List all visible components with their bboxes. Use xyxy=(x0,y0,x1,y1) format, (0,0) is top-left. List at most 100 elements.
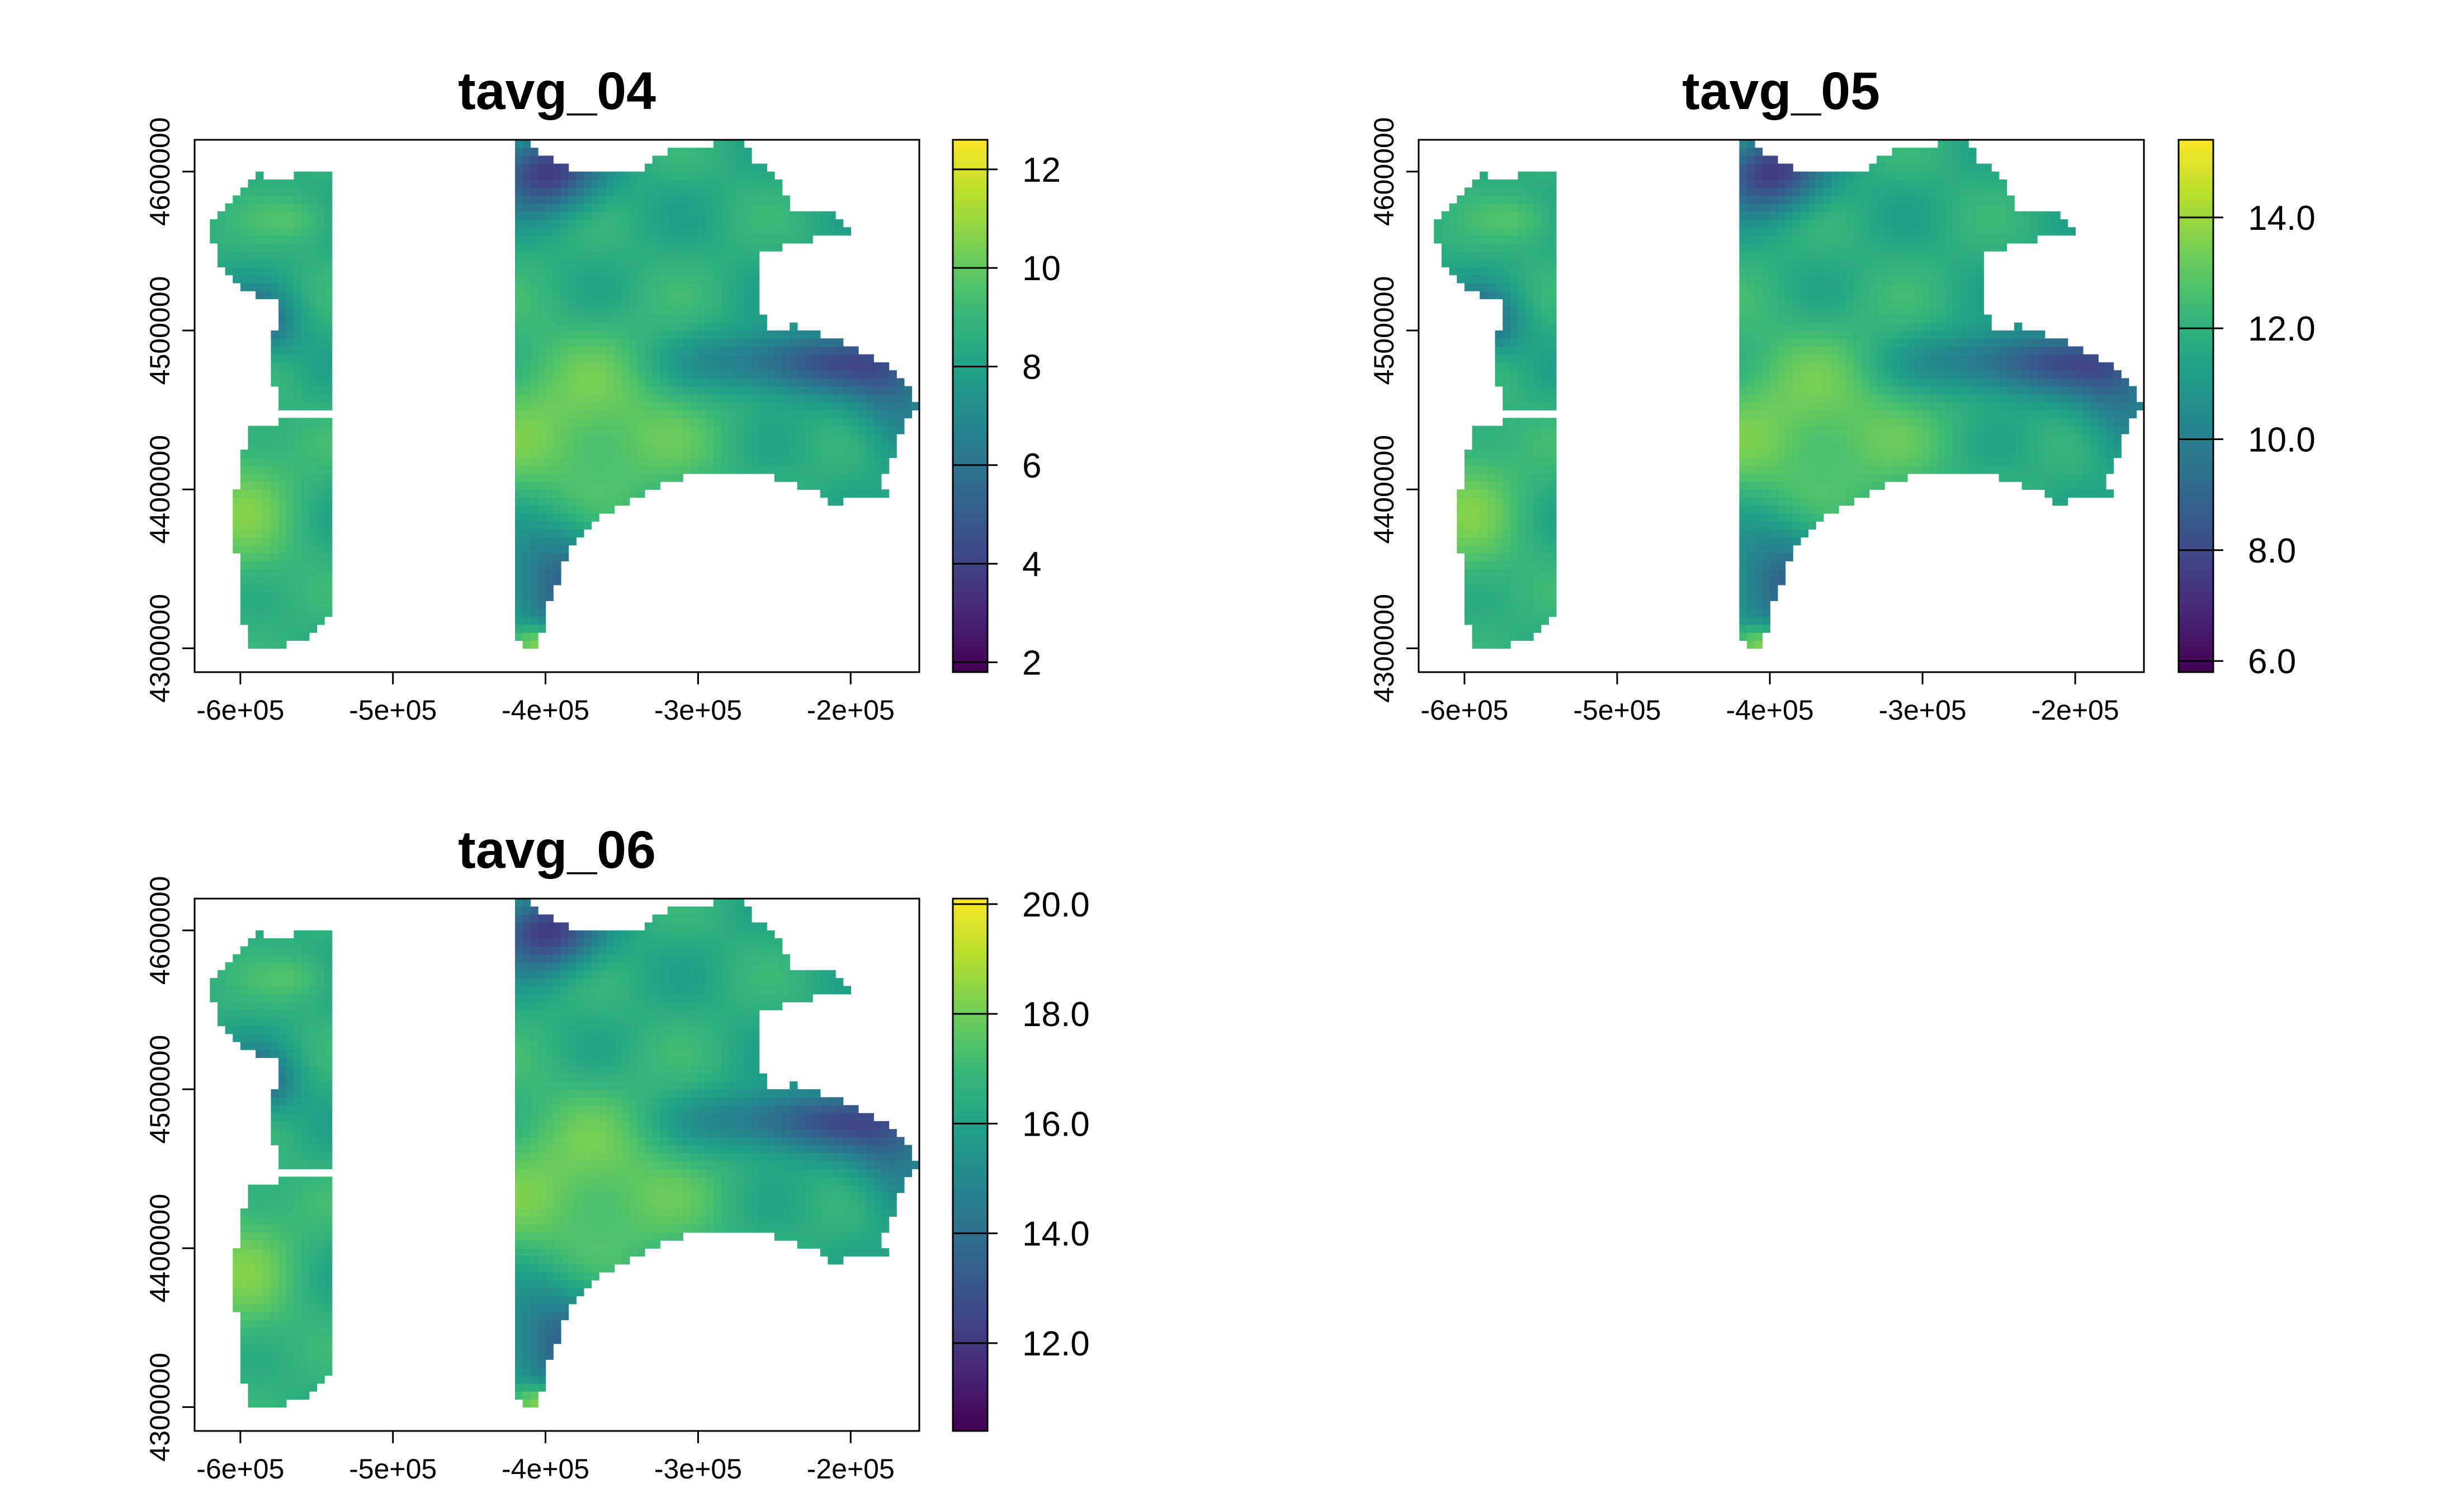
raster-cell xyxy=(1518,513,1526,522)
raster-cell xyxy=(1518,195,1526,204)
raster-cell xyxy=(660,306,668,315)
raster-cell xyxy=(1945,211,1954,220)
raster-cell xyxy=(660,227,668,236)
raster-cell xyxy=(1907,362,1916,371)
raster-cell xyxy=(1739,632,1747,641)
raster-cell xyxy=(1999,394,2007,403)
raster-cell xyxy=(1785,330,1793,339)
legend-color-step xyxy=(953,535,988,540)
raster-cell xyxy=(698,386,706,395)
raster-cell xyxy=(637,378,645,387)
raster-cell xyxy=(1762,386,1770,395)
raster-cell xyxy=(606,426,615,434)
raster-cell xyxy=(644,386,653,395)
raster-cell xyxy=(1815,481,1824,490)
raster-cell xyxy=(271,632,279,641)
raster-cell xyxy=(309,267,317,276)
raster-cell xyxy=(1953,314,1962,323)
raster-cell xyxy=(1900,291,1908,299)
raster-cell xyxy=(537,601,546,609)
raster-cell xyxy=(1747,457,1755,466)
raster-cell xyxy=(736,362,744,371)
raster-cell xyxy=(797,354,806,363)
raster-cell xyxy=(1525,346,1534,355)
raster-cell xyxy=(1838,386,1847,395)
raster-cell xyxy=(728,386,737,395)
raster-cell xyxy=(706,441,714,450)
raster-cell xyxy=(1457,259,1465,268)
raster-cell xyxy=(560,537,569,546)
raster-cell xyxy=(1945,203,1954,212)
raster-cell xyxy=(1953,441,1962,450)
raster-cell xyxy=(1884,203,1893,212)
raster-cell xyxy=(515,569,523,578)
raster-cell xyxy=(1831,426,1839,434)
raster-cell xyxy=(652,465,660,474)
raster-cell xyxy=(568,370,577,379)
raster-cell xyxy=(1938,354,1946,363)
raster-cell xyxy=(1747,450,1755,459)
legend-tick-label: 8 xyxy=(1022,348,1041,386)
raster-cell xyxy=(1495,219,1503,228)
raster-cell xyxy=(744,457,752,466)
raster-cell xyxy=(1938,299,1946,308)
raster-cell xyxy=(278,235,287,244)
raster-cell xyxy=(1838,275,1847,284)
raster-cell xyxy=(583,497,592,506)
raster-cell xyxy=(1770,330,1778,339)
raster-cell xyxy=(530,624,538,633)
raster-cell xyxy=(1548,513,1557,522)
raster-cell xyxy=(1922,163,1931,172)
raster-cell xyxy=(1548,497,1557,506)
raster-cell xyxy=(1739,433,1747,442)
raster-cell xyxy=(1892,259,1900,268)
raster-cell xyxy=(1907,465,1916,474)
raster-cell xyxy=(1953,386,1962,395)
raster-cell xyxy=(271,219,279,228)
raster-cell xyxy=(675,251,683,259)
raster-cell xyxy=(1968,410,1977,419)
raster-cell xyxy=(1831,291,1839,299)
raster-cell xyxy=(1922,306,1931,315)
raster-cell xyxy=(1900,441,1908,450)
raster-cell xyxy=(652,227,660,236)
raster-cell xyxy=(1487,227,1496,236)
raster-cell xyxy=(1739,505,1747,514)
raster-cell xyxy=(1869,267,1877,276)
raster-cell xyxy=(736,267,744,276)
raster-cell xyxy=(1930,306,1939,315)
raster-cell xyxy=(1793,497,1801,506)
raster-cell xyxy=(851,370,859,379)
raster-cell xyxy=(835,401,844,410)
raster-cell xyxy=(881,433,890,442)
raster-cell xyxy=(1808,489,1816,498)
raster-cell xyxy=(1739,552,1747,561)
raster-cell xyxy=(782,450,790,459)
raster-cell xyxy=(1938,259,1946,268)
raster-cell xyxy=(1930,179,1939,188)
raster-cell xyxy=(713,163,722,172)
raster-cell xyxy=(1846,410,1854,419)
raster-cell xyxy=(576,418,584,427)
raster-cell xyxy=(1495,561,1503,570)
raster-cell xyxy=(576,330,584,339)
raster-cell xyxy=(736,148,744,157)
raster-cell xyxy=(637,489,645,498)
raster-cell xyxy=(614,314,622,323)
raster-cell xyxy=(301,282,310,291)
raster-cell xyxy=(591,203,599,212)
raster-cell xyxy=(553,497,561,506)
raster-cell xyxy=(1754,155,1763,164)
raster-cell xyxy=(1510,354,1519,363)
raster-cell xyxy=(286,275,295,284)
raster-cell xyxy=(873,441,882,450)
raster-cell xyxy=(1991,457,2000,466)
raster-cell xyxy=(1548,370,1557,379)
raster-cell xyxy=(560,457,569,466)
raster-cell xyxy=(820,457,829,466)
raster-cell xyxy=(713,322,722,331)
raster-cell xyxy=(515,457,523,466)
raster-cell xyxy=(591,457,599,466)
raster-cell xyxy=(1999,370,2007,379)
raster-cell xyxy=(1442,251,1450,259)
